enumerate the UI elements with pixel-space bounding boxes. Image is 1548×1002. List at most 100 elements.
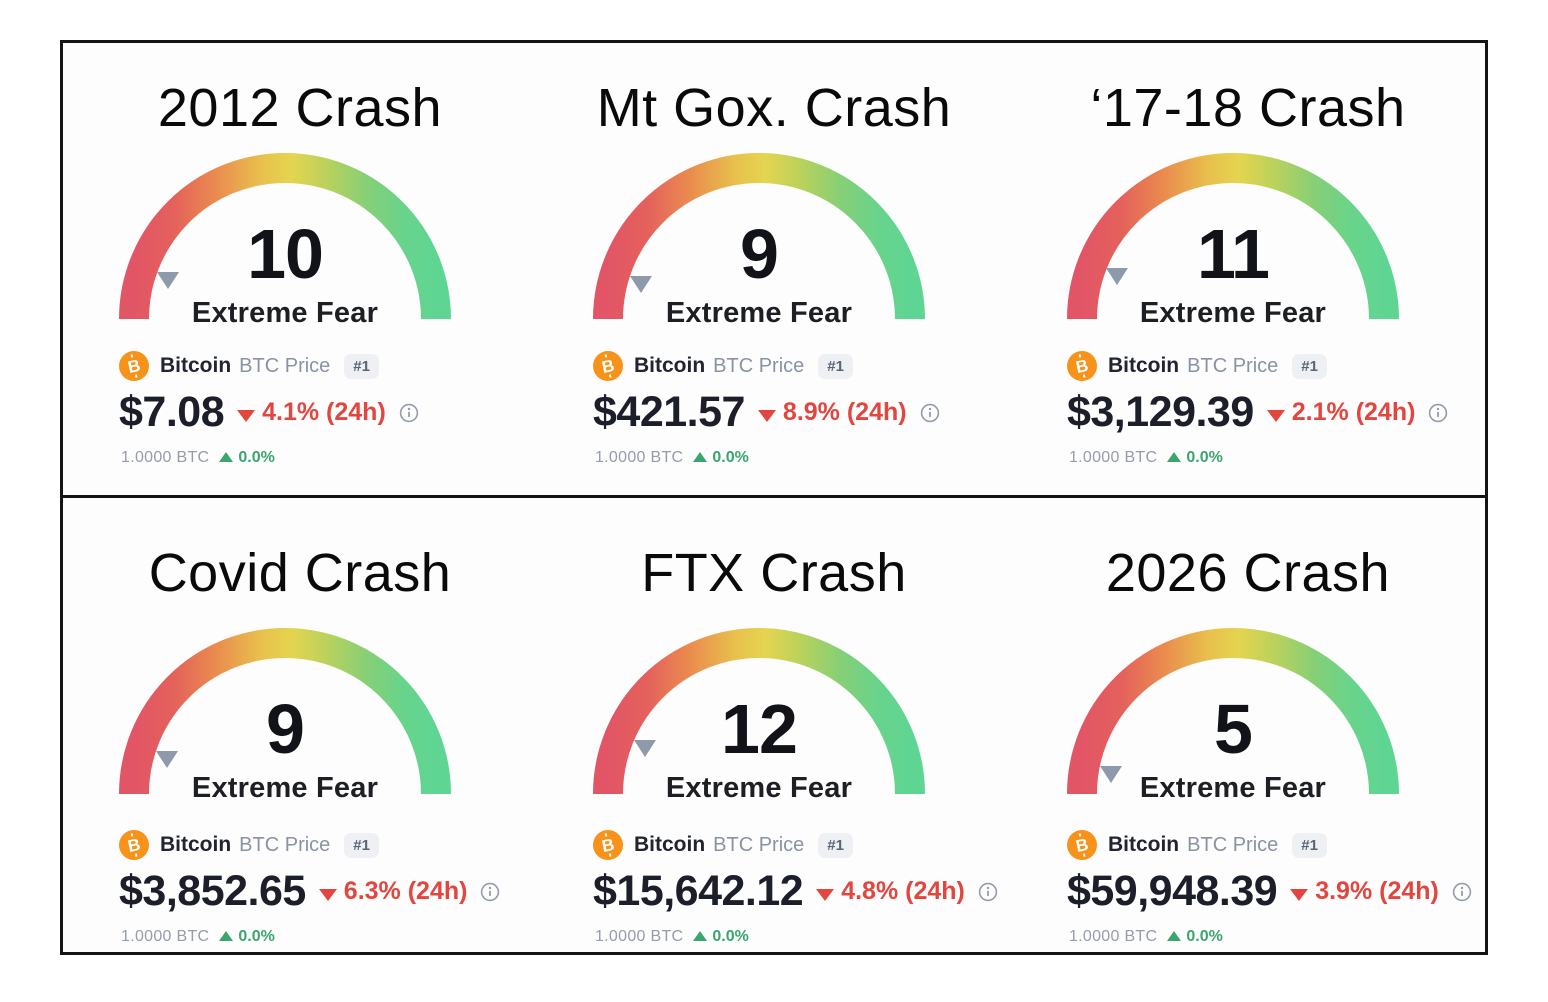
rank-badge: #1 [818,832,853,858]
base-amount: 1.0000 BTC [121,449,210,466]
info-icon[interactable] [1428,403,1448,423]
base-row: 1.0000 BTC 0.0% [1069,449,1485,467]
coin-name: Bitcoin [1107,354,1180,377]
info-icon[interactable] [978,882,998,902]
gauge-arc [592,153,925,320]
price-change-24h: 4.8% (24h) [841,877,965,905]
panel-title: 2026 Crash [1105,543,1391,603]
gauge-arc [592,628,925,795]
gauge-value: 11 [1196,215,1270,293]
price-change-24h: 3.9% (24h) [1315,877,1439,905]
price-change-24h: 4.1% (24h) [262,398,386,426]
gauge-pointer-icon [155,750,178,768]
base-row: 1.0000 BTC 0.0% [595,449,1011,467]
svg-text:B: B [600,835,616,856]
gauge-value: 9 [266,690,305,768]
price-down-arrow-icon [757,409,776,422]
price-change-24h: 8.9% (24h) [782,398,907,426]
base-up-arrow-icon [1167,452,1182,462]
coin-row: B Bitcoin BTC Price #1 [119,830,537,860]
price-down-arrow-icon [1290,888,1309,901]
coin-row: B Bitcoin BTC Price #1 [1066,351,1485,381]
price-row: $421.57 8.9% (24h) [593,391,1011,434]
fear-greed-gauge: 12 Extreme Fear [589,622,929,804]
bitcoin-logo-icon: B [592,351,623,381]
panel-title: Covid Crash [148,543,452,603]
base-up-arrow-icon [693,931,708,941]
crash-panel-covid: Covid Crash 9 Extreme Fear B Bitcoin BTC… [63,498,537,952]
gauge-classification: Extreme Fear [1139,772,1327,804]
coin-price-label: BTC Price [713,833,805,856]
svg-text:B: B [1074,356,1090,377]
coin-price-label: BTC Price [239,354,331,377]
price-change-24h: 2.1% (24h) [1291,398,1416,426]
coin-price-label: BTC Price [239,833,331,856]
crash-panel-1718: ‘17-18 Crash 11 Extreme Fear B Bitcoin B… [1011,43,1485,497]
info-icon[interactable] [480,882,500,902]
crash-panel-2012: 2012 Crash 10 Extreme Fear B Bitcoin BTC… [63,43,537,497]
gauge-classification: Extreme Fear [665,772,853,804]
fear-greed-gauge: 9 Extreme Fear [589,147,929,329]
panel-title: FTX Crash [641,543,907,603]
crash-panel-ftx: FTX Crash 12 Extreme Fear B Bitcoin BTC … [537,498,1011,952]
panel-title: ‘17-18 Crash [1090,78,1406,138]
rank-badge: #1 [818,353,853,379]
price-row: $7.08 4.1% (24h) [119,391,537,434]
crash-panel-mtgox: Mt Gox. Crash 9 Extreme Fear B Bitcoin B… [537,43,1011,497]
gauge-arc [119,628,451,795]
base-change: 0.0% [238,449,275,466]
panel-title: 2012 Crash [157,78,443,138]
gauge-classification: Extreme Fear [1139,297,1327,329]
gauge-arc [119,153,451,320]
price-change-24h: 6.3% (24h) [343,877,468,905]
coin-name: Bitcoin [633,833,706,856]
gauge-pointer-icon [1106,268,1129,286]
btc-price: $59,948.39 [1066,867,1278,915]
rank-badge: #1 [1292,353,1327,379]
btc-price: $15,642.12 [592,867,804,915]
base-amount: 1.0000 BTC [1068,449,1158,466]
base-change: 0.0% [712,449,749,466]
price-row: $15,642.12 4.8% (24h) [593,870,1011,913]
gauge-value: 5 [1214,690,1253,768]
base-amount: 1.0000 BTC [594,928,684,945]
gauge-pointer-icon [629,275,652,293]
price-row: $59,948.39 3.9% (24h) [1067,870,1485,913]
price-down-arrow-icon [1266,409,1285,422]
fear-greed-gauge: 10 Extreme Fear [115,147,455,329]
gauge-pointer-icon [157,271,180,289]
coin-row: B Bitcoin BTC Price #1 [592,351,1011,381]
base-up-arrow-icon [219,931,234,941]
bitcoin-logo-icon: B [119,830,149,860]
gauge-pointer-icon [633,739,656,757]
fear-greed-gauge: 5 Extreme Fear [1063,622,1403,804]
gauge-classification: Extreme Fear [665,297,853,329]
btc-price: $3,852.65 [119,867,306,915]
bottom-row-box: Covid Crash 9 Extreme Fear B Bitcoin BTC… [60,495,1488,955]
coin-name: Bitcoin [160,354,232,377]
coin-price-label: BTC Price [713,354,805,377]
gauge-classification: Extreme Fear [191,297,379,329]
bitcoin-logo-icon: B [1066,830,1097,860]
price-row: $3,129.39 2.1% (24h) [1067,391,1485,434]
gauge-value: 12 [721,690,798,768]
info-icon[interactable] [1452,882,1472,902]
btc-price: $3,129.39 [1066,388,1254,436]
base-up-arrow-icon [1167,931,1182,941]
gauge-arc [1066,628,1399,795]
gauge-classification: Extreme Fear [191,772,379,804]
info-icon[interactable] [920,403,940,423]
base-row: 1.0000 BTC 0.0% [121,928,537,946]
gauge-pointer-icon [1100,765,1123,783]
base-up-arrow-icon [693,452,708,462]
gauge-value: 9 [740,215,779,293]
btc-price: $7.08 [119,388,225,436]
rank-badge: #1 [344,832,379,858]
price-down-arrow-icon [816,888,835,901]
gauge-arc [1066,153,1399,320]
info-icon[interactable] [399,403,419,423]
top-row-box: 2012 Crash 10 Extreme Fear B Bitcoin BTC… [60,40,1488,500]
gauge-value: 10 [247,215,324,293]
base-up-arrow-icon [219,452,234,462]
